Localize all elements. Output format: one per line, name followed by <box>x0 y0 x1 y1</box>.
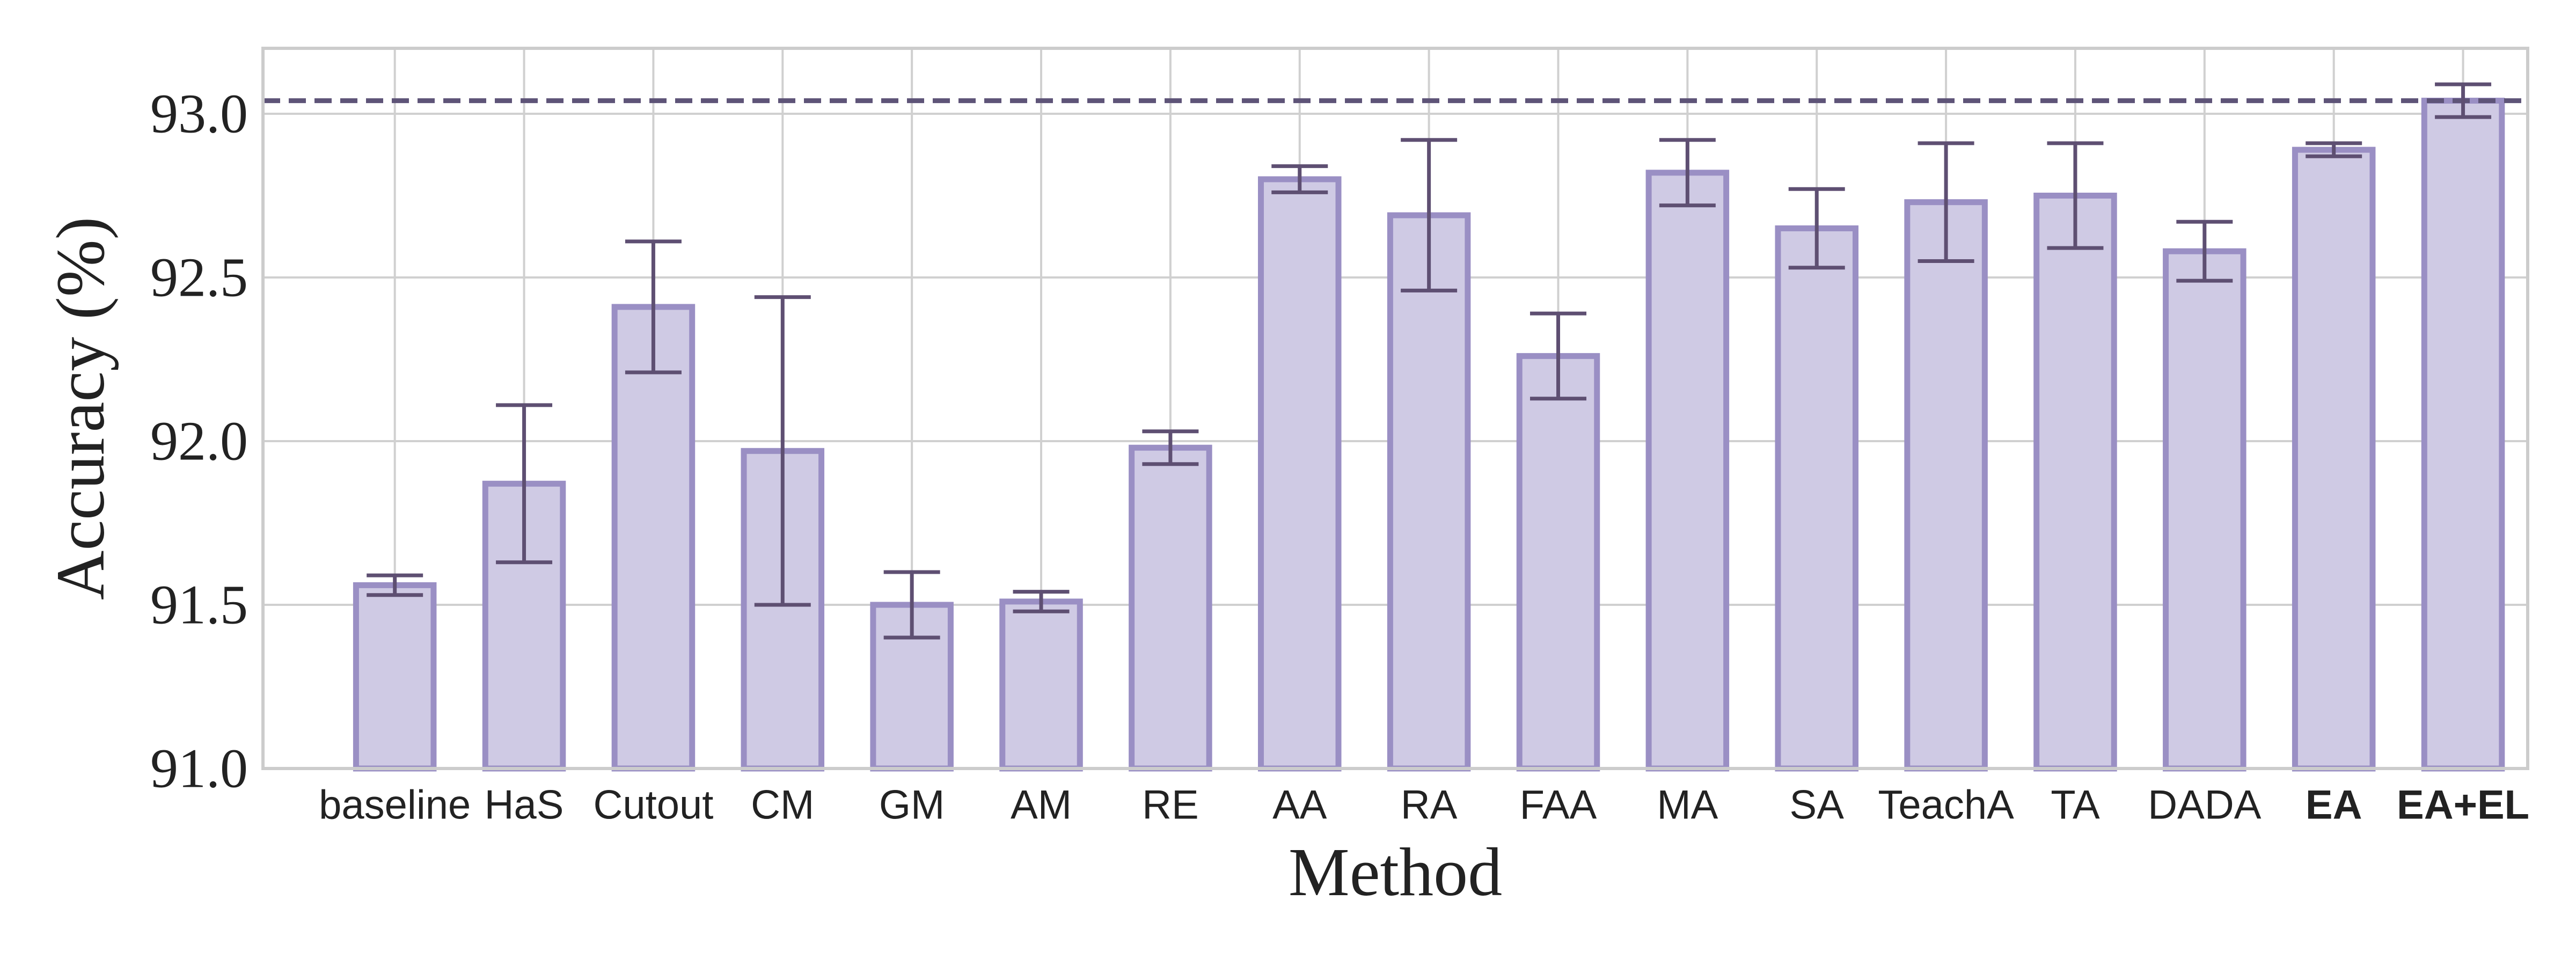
x-tick-label: TA <box>2051 782 2100 828</box>
x-tick-label: HaS <box>485 782 564 828</box>
x-tick-label: AM <box>1011 782 1072 828</box>
y-axis-title: Accuracy (%) <box>42 217 119 600</box>
bars <box>353 98 2505 772</box>
x-tick-label: RE <box>1142 782 1199 828</box>
x-tick-label: AA <box>1272 782 1327 828</box>
x-tick-labels: baseline HaS Cutout CM GM AM RE AA RA FAA MA SA Teac… <box>319 782 2529 828</box>
bar <box>1257 176 1342 772</box>
x-tick-label: MA <box>1657 782 1718 828</box>
y-tick-label: 91.0 <box>150 738 248 800</box>
bar <box>353 582 437 772</box>
x-tick-label: DADA <box>2148 782 2261 828</box>
bar <box>1904 199 1988 772</box>
x-axis-title: Method <box>1289 834 1502 910</box>
x-tick-label: EA+EL <box>2397 782 2529 828</box>
y-tick-label: 91.5 <box>150 574 248 636</box>
y-tick-label: 93.0 <box>150 83 248 145</box>
error-bars <box>367 82 2492 640</box>
x-tick-label: CM <box>751 782 814 828</box>
x-tick-label: TeachA <box>1878 782 2014 828</box>
axes-frame <box>261 47 2529 770</box>
x-tick-label: EA <box>2306 782 2362 828</box>
x-tick-label: baseline <box>319 782 471 828</box>
bar <box>1129 444 1212 772</box>
x-tick-label: RA <box>1401 782 1458 828</box>
x-tick-label: FAA <box>1520 782 1597 828</box>
bar <box>2163 248 2246 772</box>
bar <box>1516 353 1600 772</box>
bar <box>1775 225 1858 772</box>
y-tick-labels: 91.0 91.5 92.0 92.5 93.0 <box>150 83 248 800</box>
bar <box>999 598 1083 772</box>
bar <box>611 304 696 772</box>
bar <box>1387 212 1471 772</box>
bar <box>2292 147 2376 772</box>
y-tick-label: 92.0 <box>150 411 248 472</box>
y-tick-label: 92.5 <box>150 247 248 309</box>
bar <box>2033 193 2117 772</box>
bar <box>1645 170 1730 772</box>
x-tick-label: GM <box>879 782 945 828</box>
bar <box>2421 98 2505 772</box>
x-tick-label: Cutout <box>593 782 713 828</box>
x-tick-label: SA <box>1790 782 1845 828</box>
